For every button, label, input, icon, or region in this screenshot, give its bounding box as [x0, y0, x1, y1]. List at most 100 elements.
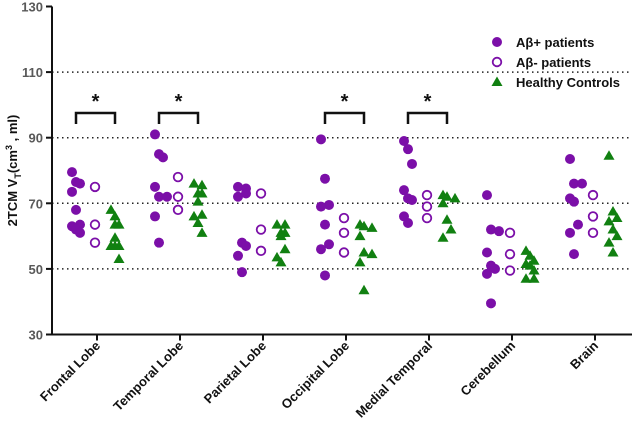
data-point-filled-circle: [407, 158, 417, 169]
data-point-filled-circle: [233, 250, 243, 261]
data-point-triangle: [603, 215, 615, 226]
data-point-triangle: [441, 214, 453, 224]
data-point-open-circle: [89, 181, 101, 193]
legend-marker: [492, 37, 502, 47]
significance-star: *: [92, 91, 100, 113]
data-point-triangle: [354, 230, 366, 241]
data-point-triangle: [109, 210, 121, 221]
data-point-triangle: [520, 273, 532, 283]
y-axis-label-part: 2TCM V: [5, 178, 20, 226]
data-point-triangle: [607, 206, 619, 216]
data-point-filled-circle: [320, 270, 330, 281]
y-axis-label-part: , ml): [5, 115, 20, 145]
data-point-filled-circle: [577, 178, 587, 189]
data-point-filled-circle: [486, 298, 496, 309]
data-point-filled-circle: [482, 268, 492, 279]
data-point-open-circle: [172, 204, 184, 216]
x-tick-label: Occipital Lobe: [278, 338, 352, 412]
data-point-filled-circle: [71, 204, 81, 215]
data-point-open-circle: [587, 189, 599, 201]
data-point-triangle: [603, 150, 615, 160]
data-point-open-circle: [255, 224, 267, 235]
data-point-filled-circle: [565, 154, 575, 165]
data-point-filled-circle: [150, 211, 160, 222]
data-point-open-circle: [587, 227, 599, 239]
data-point-triangle: [279, 243, 291, 254]
data-point-filled-circle: [158, 152, 168, 163]
data-point-triangle: [279, 219, 291, 229]
data-point-triangle: [192, 187, 204, 198]
data-point-open-circle: [504, 265, 516, 276]
data-point-triangle: [358, 220, 370, 231]
data-point-filled-circle: [403, 144, 413, 155]
significance-star: *: [175, 91, 183, 113]
x-tick-label: Medial Temporal: [353, 338, 435, 420]
data-point-open-circle: [172, 191, 184, 202]
data-point-triangle: [192, 196, 204, 206]
data-point-triangle: [607, 224, 619, 234]
data-point-filled-circle: [569, 249, 579, 260]
data-point-filled-circle: [162, 191, 172, 202]
data-point-triangle: [196, 227, 208, 237]
x-tick-label: Frontal Lobe: [37, 338, 103, 404]
data-point-filled-circle: [399, 135, 409, 146]
data-point-open-circle: [338, 212, 350, 224]
data-point-filled-circle: [486, 224, 496, 235]
legend-marker: [491, 76, 503, 86]
y-axis-label-part: (cm: [5, 150, 20, 173]
data-point-triangle: [196, 209, 208, 219]
data-point-triangle: [437, 232, 449, 242]
data-point-triangle: [366, 222, 378, 232]
legend-label: Healthy Controls: [516, 75, 620, 90]
data-point-filled-circle: [233, 181, 243, 192]
x-tick-label: Cerebellum: [457, 338, 518, 399]
data-point-triangle: [109, 232, 121, 242]
data-point-triangle: [358, 247, 370, 257]
y-axis-label-part: 3: [4, 145, 14, 150]
data-point-triangle: [366, 248, 378, 259]
data-point-filled-circle: [482, 247, 492, 258]
data-point-filled-circle: [565, 227, 575, 238]
significance-star: *: [341, 91, 349, 113]
x-tick-label: Temporal Lobe: [110, 338, 186, 414]
y-tick-label: 90: [29, 131, 43, 146]
data-point-triangle: [275, 256, 287, 267]
data-point-filled-circle: [494, 226, 504, 237]
legend-label: Aβ- patients: [516, 55, 591, 70]
data-point-open-circle: [255, 188, 267, 199]
data-point-open-circle: [338, 247, 350, 258]
data-point-filled-circle: [490, 263, 500, 274]
data-point-triangle: [105, 204, 117, 214]
y-tick-label: 70: [29, 196, 43, 211]
data-point-filled-circle: [569, 196, 579, 207]
data-point-open-circle: [587, 211, 599, 222]
y-axis-label: 2TCM VT(cm3 , ml): [4, 115, 23, 227]
data-point-triangle: [354, 256, 366, 267]
data-point-filled-circle: [233, 191, 243, 202]
data-point-filled-circle: [67, 167, 77, 178]
data-point-filled-circle: [316, 201, 326, 212]
data-point-triangle: [105, 240, 117, 250]
data-point-open-circle: [89, 237, 101, 248]
significance-bracket: [323, 111, 366, 124]
data-point-filled-circle: [324, 239, 334, 250]
data-point-triangle: [275, 230, 287, 241]
data-point-triangle: [603, 237, 615, 247]
data-point-filled-circle: [75, 178, 85, 189]
significance-bracket: [157, 111, 200, 124]
data-point-filled-circle: [407, 195, 417, 206]
y-tick-label: 110: [22, 65, 43, 80]
data-point-filled-circle: [320, 173, 330, 184]
data-point-filled-circle: [569, 178, 579, 189]
data-point-triangle: [607, 247, 619, 257]
data-point-triangle: [192, 217, 204, 227]
data-point-open-circle: [421, 201, 433, 212]
data-point-triangle: [611, 230, 623, 241]
y-tick-label: 30: [29, 328, 43, 343]
legend-marker: [491, 56, 503, 68]
data-point-triangle: [611, 212, 623, 223]
data-point-triangle: [449, 192, 461, 203]
significance-bracket: [74, 111, 117, 124]
data-point-filled-circle: [320, 219, 330, 230]
data-point-filled-circle: [154, 191, 164, 202]
